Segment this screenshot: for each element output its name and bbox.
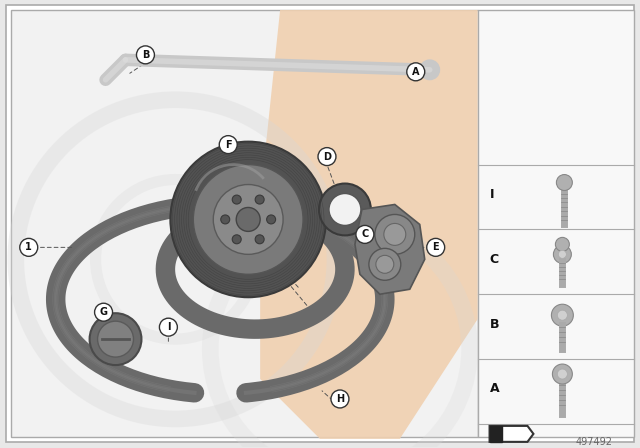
Circle shape bbox=[557, 369, 568, 379]
Circle shape bbox=[20, 238, 38, 256]
Circle shape bbox=[556, 175, 572, 190]
Circle shape bbox=[170, 142, 326, 297]
Circle shape bbox=[384, 224, 406, 246]
Text: 1: 1 bbox=[26, 242, 32, 252]
Text: A: A bbox=[490, 383, 499, 396]
Circle shape bbox=[331, 390, 349, 408]
Text: B: B bbox=[490, 318, 499, 331]
Circle shape bbox=[255, 195, 264, 204]
Circle shape bbox=[427, 238, 445, 256]
Polygon shape bbox=[355, 204, 425, 294]
Text: C: C bbox=[361, 229, 369, 239]
Text: A: A bbox=[412, 67, 419, 77]
Circle shape bbox=[97, 321, 134, 357]
Circle shape bbox=[552, 364, 572, 384]
Text: I: I bbox=[166, 322, 170, 332]
Polygon shape bbox=[490, 426, 502, 442]
Circle shape bbox=[318, 148, 336, 166]
Circle shape bbox=[220, 136, 237, 154]
Circle shape bbox=[95, 303, 113, 321]
Circle shape bbox=[376, 255, 394, 273]
Text: E: E bbox=[433, 242, 439, 252]
Polygon shape bbox=[490, 426, 534, 442]
Text: G: G bbox=[100, 307, 108, 317]
Text: B: B bbox=[142, 50, 149, 60]
Circle shape bbox=[329, 194, 361, 225]
Circle shape bbox=[369, 248, 401, 280]
Text: F: F bbox=[225, 140, 232, 150]
Circle shape bbox=[267, 215, 276, 224]
Circle shape bbox=[193, 164, 303, 274]
Bar bbox=[477, 10, 634, 437]
Text: H: H bbox=[336, 394, 344, 404]
Circle shape bbox=[407, 63, 425, 81]
Circle shape bbox=[319, 184, 371, 235]
Circle shape bbox=[255, 235, 264, 244]
Circle shape bbox=[554, 246, 572, 263]
Circle shape bbox=[557, 310, 568, 320]
Text: C: C bbox=[490, 253, 499, 266]
Text: 497492: 497492 bbox=[576, 437, 612, 447]
Circle shape bbox=[356, 225, 374, 243]
Circle shape bbox=[136, 46, 154, 64]
Circle shape bbox=[558, 250, 566, 258]
Circle shape bbox=[159, 318, 177, 336]
Circle shape bbox=[90, 313, 141, 365]
Text: I: I bbox=[490, 188, 494, 201]
Circle shape bbox=[552, 304, 573, 326]
Text: D: D bbox=[323, 151, 331, 162]
Circle shape bbox=[213, 185, 283, 254]
Circle shape bbox=[556, 237, 570, 251]
Circle shape bbox=[236, 207, 260, 232]
Bar bbox=[11, 10, 477, 437]
Polygon shape bbox=[260, 10, 477, 439]
Circle shape bbox=[375, 215, 415, 254]
Circle shape bbox=[221, 215, 230, 224]
Circle shape bbox=[232, 235, 241, 244]
Circle shape bbox=[232, 195, 241, 204]
